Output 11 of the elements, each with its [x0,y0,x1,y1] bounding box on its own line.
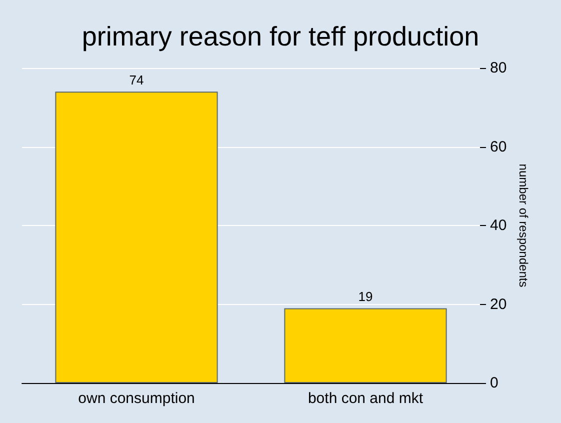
x-tick-label: both con and mkt [308,390,424,407]
data-label: 74 [129,72,144,88]
y-tick-label: 40 [490,217,507,234]
chart-title: primary reason for teff production [82,22,480,52]
x-tick-label: own consumption [78,390,195,407]
data-label: 19 [358,289,373,304]
y-tick-label: 20 [490,296,507,313]
y-tick-label: 80 [490,60,507,76]
y-tick-label: 60 [490,138,507,156]
y-axis-title: number of respondents [516,164,531,288]
y-tick-label: 0 [490,374,498,392]
